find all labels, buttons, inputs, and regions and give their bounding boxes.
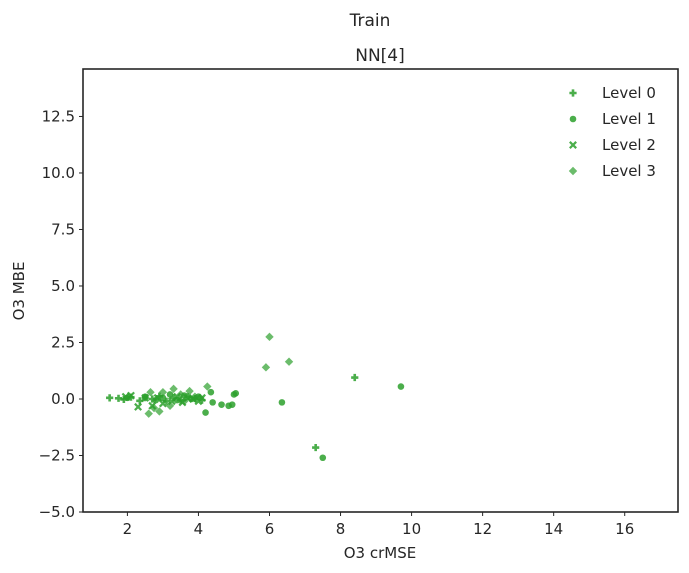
data-point-level-3 — [180, 397, 189, 406]
data-point-level-1 — [218, 401, 225, 408]
data-point-level-3 — [261, 363, 271, 372]
legend-marker-level-2 — [569, 141, 577, 149]
data-point-level-1 — [159, 394, 167, 402]
data-point-level-2 — [153, 393, 162, 402]
x-tick-label: 8 — [336, 520, 346, 538]
data-points — [106, 332, 405, 462]
legend: Level 0 Level 1 Level 2 Level 3 — [568, 84, 656, 180]
data-point-level-3 — [284, 357, 294, 366]
y-tick-label: −5.0 — [39, 503, 75, 521]
x-tick-label: 14 — [544, 520, 563, 538]
data-point-level-0 — [312, 443, 320, 452]
legend-marker-level-1 — [569, 115, 577, 123]
data-point-level-0 — [169, 394, 178, 402]
data-point-level-0 — [127, 393, 135, 401]
data-point-level-1 — [207, 388, 215, 396]
data-point-level-1 — [209, 399, 216, 406]
data-point-level-1 — [319, 454, 327, 462]
data-point-level-3 — [155, 407, 164, 416]
data-point-level-3 — [176, 390, 185, 399]
x-tick-label: 4 — [194, 520, 204, 538]
data-point-level-1 — [278, 399, 286, 406]
x-axis-ticks: 2 4 6 8 10 12 14 16 — [123, 512, 634, 538]
data-point-level-1 — [397, 383, 405, 390]
data-point-level-3 — [169, 384, 178, 394]
x-axis-label: O3 crMSE — [344, 544, 416, 562]
y-axis-ticks: −5.0 −2.5 0.0 2.5 5.0 7.5 10.0 12.5 — [39, 107, 83, 521]
data-point-level-2 — [121, 392, 130, 401]
data-point-level-1 — [202, 409, 209, 416]
y-tick-label: 12.5 — [42, 107, 75, 125]
y-tick-label: 2.5 — [51, 333, 75, 351]
chart-title: NN[4] — [355, 46, 405, 66]
legend-label-level-2: Level 2 — [602, 136, 656, 154]
x-tick-label: 12 — [473, 520, 492, 538]
x-tick-label: 6 — [265, 520, 275, 538]
y-axis-label: O3 MBE — [10, 262, 28, 321]
legend-marker-level-3 — [568, 166, 578, 176]
x-tick-label: 2 — [123, 520, 133, 538]
y-tick-label: 10.0 — [42, 164, 75, 182]
data-point-level-1 — [232, 390, 240, 397]
data-point-level-3 — [149, 403, 159, 413]
x-tick-label: 10 — [402, 520, 421, 538]
data-point-level-3 — [144, 409, 153, 418]
legend-marker-level-0 — [569, 89, 577, 97]
data-point-level-3 — [185, 386, 194, 396]
data-point-level-0 — [148, 395, 156, 403]
data-point-level-3 — [203, 382, 212, 391]
plot-frame — [82, 68, 679, 513]
y-tick-label: 5.0 — [51, 277, 75, 295]
data-point-level-1 — [166, 391, 174, 398]
y-tick-label: 0.0 — [51, 390, 75, 408]
y-tick-label: −2.5 — [39, 446, 75, 464]
data-point-level-2 — [141, 393, 150, 402]
data-point-level-3 — [265, 332, 274, 342]
y-tick-label: 7.5 — [51, 220, 75, 238]
data-point-level-0 — [106, 394, 114, 402]
data-point-level-0 — [136, 397, 144, 405]
data-point-level-2 — [158, 399, 167, 408]
legend-label-level-3: Level 3 — [602, 162, 656, 180]
legend-label-level-0: Level 0 — [602, 84, 656, 102]
data-point-level-0 — [351, 373, 359, 382]
data-point-level-3 — [146, 388, 155, 397]
data-point-level-3 — [158, 388, 168, 397]
legend-label-level-1: Level 1 — [602, 110, 656, 128]
data-point-level-2 — [134, 402, 143, 411]
data-point-level-1 — [228, 401, 236, 408]
data-point-level-0 — [114, 394, 123, 402]
data-point-level-3 — [165, 401, 175, 410]
figure-suptitle: Train — [349, 11, 391, 31]
x-tick-label: 16 — [615, 520, 634, 538]
data-point-level-3 — [196, 393, 205, 403]
data-point-level-2 — [126, 391, 135, 400]
